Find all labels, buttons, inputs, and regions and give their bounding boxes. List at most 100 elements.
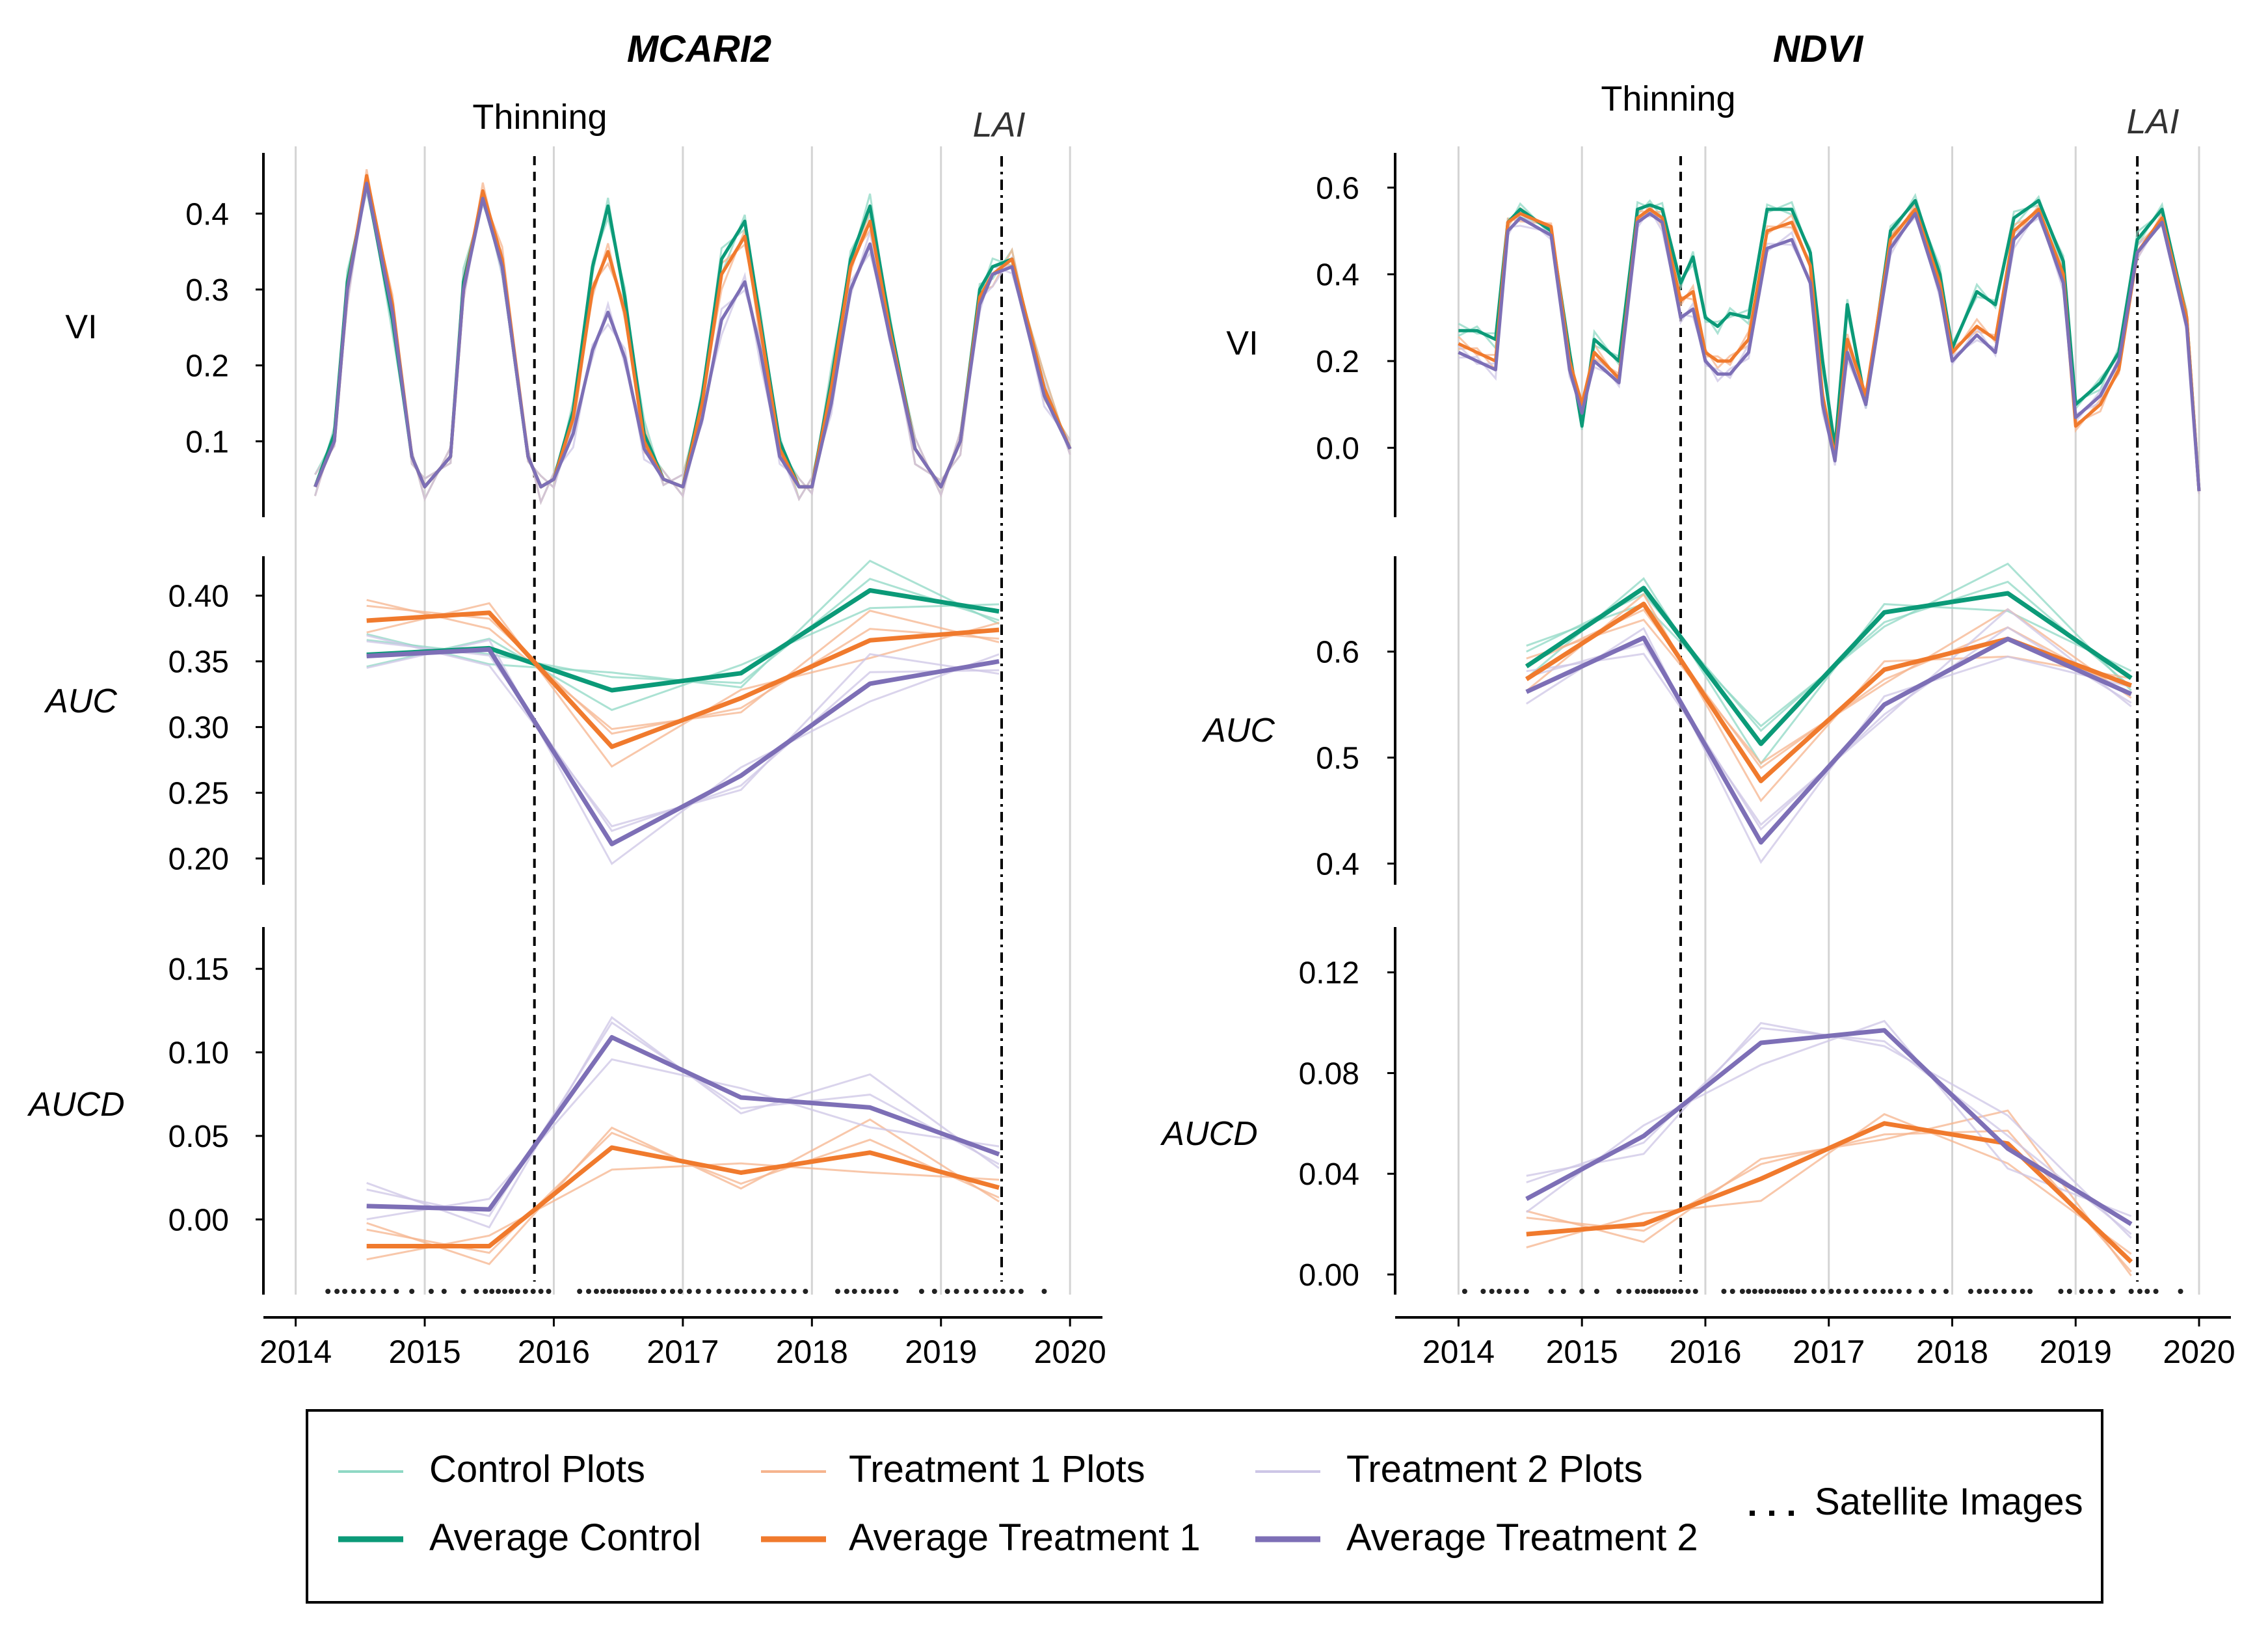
- satellite-marker-mcari2-10: [441, 1289, 447, 1294]
- satellite-marker-mcari2-17: [508, 1289, 514, 1294]
- satellite-marker-ndvi-7: [1548, 1289, 1554, 1294]
- satellite-marker-ndvi-48: [1919, 1289, 1925, 1294]
- ylabel-mcari2-auc: AUC: [44, 682, 117, 720]
- satellite-marker-ndvi-35: [1801, 1289, 1807, 1294]
- satellite-marker-mcari2-55: [868, 1289, 874, 1294]
- satellite-marker-mcari2-28: [613, 1289, 619, 1294]
- satellite-marker-mcari2-8: [409, 1289, 415, 1294]
- plot-line-mcari2-auc-average-treatment-2-0: [366, 639, 1000, 865]
- satellite-marker-ndvi-51: [1968, 1289, 1973, 1294]
- satellite-marker-ndvi-11: [1616, 1289, 1622, 1294]
- x-tick-label-ndvi-2014: 2014: [1422, 1334, 1495, 1370]
- ylabel-mcari2-aucd: AUCD: [27, 1086, 124, 1124]
- plot-line-mcari2-aucd-average-treatment-2-0: [366, 1058, 1000, 1220]
- y-tick-label-ndvi-auc-0.5: 0.5: [1316, 742, 1359, 776]
- legend-label-treatment1-plots: Treatment 1 Plots: [849, 1448, 1145, 1490]
- satellite-marker-mcari2-18: [514, 1289, 520, 1294]
- satellite-marker-ndvi-45: [1888, 1289, 1893, 1294]
- satellite-marker-mcari2-54: [861, 1289, 866, 1294]
- satellite-marker-ndvi-55: [2001, 1289, 2007, 1294]
- y-tick-label-ndvi-auc-0.6: 0.6: [1316, 636, 1359, 670]
- y-tick-label-mcari2-auc-0.20: 0.20: [168, 842, 229, 877]
- satellite-marker-mcari2-14: [489, 1289, 495, 1294]
- plot-line-mcari2-auc-average-treatment-1-0: [366, 602, 1000, 768]
- plot-line-mcari2-auc-average-control-0: [366, 603, 1000, 711]
- chart-title-mcari2: MCARI2: [627, 28, 771, 70]
- satellite-marker-ndvi-10: [1594, 1289, 1599, 1294]
- x-tick-label-mcari2-2019: 2019: [905, 1334, 977, 1370]
- satellite-marker-mcari2-67: [1000, 1289, 1006, 1294]
- y-tick-label-mcari2-auc-0.40: 0.40: [168, 580, 229, 614]
- satellite-marker-mcari2-50: [803, 1289, 808, 1294]
- x-tick-label-mcari2-2017: 2017: [647, 1334, 719, 1370]
- satellite-marker-mcari2-44: [742, 1289, 748, 1294]
- y-tick-label-ndvi-aucd-0.00: 0.00: [1299, 1258, 1359, 1293]
- satellite-marker-mcari2-70: [1041, 1289, 1047, 1294]
- satellite-marker-ndvi-31: [1776, 1289, 1782, 1294]
- satellite-marker-ndvi-39: [1835, 1289, 1841, 1294]
- satellite-marker-mcari2-63: [964, 1289, 970, 1294]
- satellite-marker-ndvi-49: [1931, 1289, 1937, 1294]
- satellite-marker-mcari2-12: [474, 1289, 479, 1294]
- plot-line-ndvi-auc-average-control-0: [1525, 577, 2132, 766]
- satellite-marker-mcari2-13: [483, 1289, 488, 1294]
- satellite-marker-ndvi-59: [2058, 1289, 2064, 1294]
- y-tick-label-mcari2-auc-0.30: 0.30: [168, 711, 229, 746]
- series-line-ndvi-auc-average-treatment-2: [1525, 635, 2133, 845]
- y-tick-label-ndvi-vi-0.0: 0.0: [1316, 431, 1359, 466]
- satellite-marker-mcari2-31: [632, 1289, 638, 1294]
- satellite-marker-ndvi-61: [2079, 1289, 2085, 1294]
- satellite-marker-ndvi-3: [1497, 1289, 1502, 1294]
- ylabel-ndvi-auc: AUC: [1201, 712, 1275, 749]
- satellite-marker-mcari2-56: [876, 1289, 882, 1294]
- satellite-marker-ndvi-16: [1653, 1289, 1659, 1294]
- satellite-marker-ndvi-64: [2110, 1289, 2116, 1294]
- satellite-marker-ndvi-0: [1461, 1289, 1467, 1294]
- satellite-marker-ndvi-13: [1634, 1289, 1640, 1294]
- ylabel-ndvi-vi: VI: [1226, 325, 1258, 362]
- satellite-marker-mcari2-24: [586, 1289, 592, 1294]
- satellite-marker-ndvi-17: [1659, 1289, 1665, 1294]
- satellite-marker-ndvi-38: [1828, 1289, 1834, 1294]
- satellite-marker-mcari2-1: [334, 1289, 340, 1294]
- plot-line-ndvi-aucd-average-treatment-2-0: [1525, 1019, 2132, 1217]
- y-tick-label-ndvi-aucd-0.04: 0.04: [1299, 1157, 1359, 1192]
- x-tick-label-mcari2-2018: 2018: [776, 1334, 848, 1370]
- satellite-marker-mcari2-29: [619, 1289, 625, 1294]
- satellite-marker-mcari2-27: [606, 1289, 612, 1294]
- y-tick-label-mcari2-vi-0.2: 0.2: [185, 349, 229, 384]
- satellite-marker-ndvi-27: [1752, 1289, 1757, 1294]
- satellite-marker-ndvi-47: [1906, 1289, 1912, 1294]
- satellite-marker-mcari2-20: [530, 1289, 536, 1294]
- satellite-marker-ndvi-20: [1678, 1289, 1684, 1294]
- plot-line-ndvi-auc-average-treatment-2-0: [1525, 626, 2132, 864]
- satellite-marker-ndvi-54: [1992, 1289, 1998, 1294]
- series-line-ndvi-auc-average-control: [1525, 586, 2133, 746]
- legend-label-satellite-images: Satellite Images: [1815, 1481, 2083, 1523]
- satellite-marker-mcari2-21: [538, 1289, 544, 1294]
- satellite-marker-mcari2-32: [639, 1289, 645, 1294]
- series-line-mcari2-auc-average-treatment-1: [366, 610, 1000, 749]
- satellite-marker-ndvi-62: [2088, 1289, 2094, 1294]
- satellite-marker-mcari2-49: [791, 1289, 797, 1294]
- satellite-marker-mcari2-7: [394, 1289, 399, 1294]
- legend-label-average-treatment1: Average Treatment 1: [849, 1516, 1201, 1559]
- x-tick-label-mcari2-2016: 2016: [518, 1334, 590, 1370]
- y-tick-label-mcari2-aucd-0.10: 0.10: [168, 1036, 229, 1071]
- plot-line-mcari2-aucd-average-treatment-1-0: [366, 1162, 1000, 1261]
- x-tick-label-mcari2-2020: 2020: [1034, 1334, 1106, 1370]
- satellite-marker-mcari2-23: [577, 1289, 583, 1294]
- satellite-marker-mcari2-6: [380, 1289, 386, 1294]
- ylabel-ndvi-aucd: AUCD: [1160, 1115, 1257, 1153]
- plot-line-ndvi-auc-average-treatment-1-0: [1525, 593, 2131, 803]
- satellite-marker-mcari2-68: [1009, 1289, 1015, 1294]
- y-tick-label-ndvi-vi-0.2: 0.2: [1316, 345, 1359, 379]
- y-tick-label-mcari2-aucd-0.15: 0.15: [168, 952, 229, 987]
- event-label-thinning-mcari2: Thinning: [472, 98, 607, 137]
- satellite-marker-mcari2-52: [844, 1289, 849, 1294]
- satellite-marker-mcari2-61: [944, 1289, 950, 1294]
- satellite-marker-mcari2-41: [716, 1289, 722, 1294]
- satellite-marker-mcari2-45: [751, 1289, 757, 1294]
- satellite-marker-ndvi-28: [1758, 1289, 1764, 1294]
